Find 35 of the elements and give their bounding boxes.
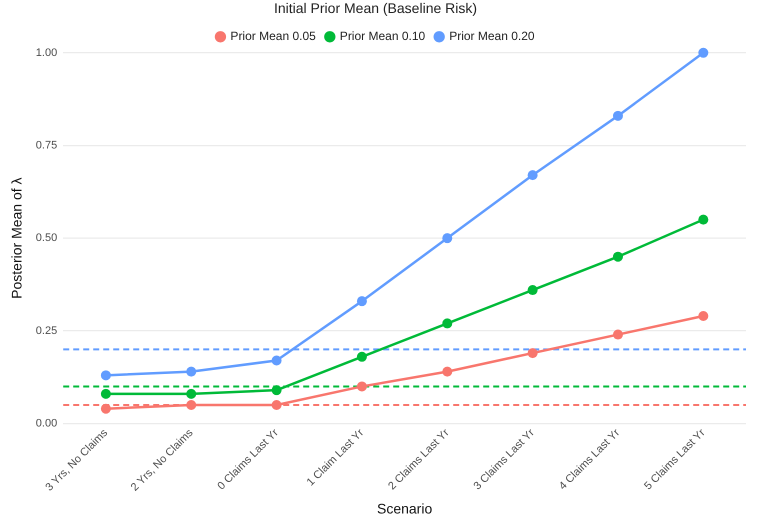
point	[186, 388, 196, 399]
legend-label: Prior Mean 0.10	[340, 29, 426, 44]
point	[186, 400, 196, 410]
x-axis-title: Scenario	[376, 500, 432, 516]
y-tick-label: 1.00	[36, 46, 58, 59]
point	[698, 48, 708, 58]
legend-title: Initial Prior Mean (Baseline Risk)	[274, 0, 478, 16]
point	[356, 296, 367, 306]
point	[528, 285, 538, 296]
legend-label: Prior Mean 0.05	[230, 29, 316, 44]
y-axis-title: Posterior Mean of λ	[8, 177, 24, 299]
point	[528, 170, 538, 180]
point	[698, 311, 708, 322]
y-tick-label: 0.75	[36, 140, 58, 152]
point	[442, 233, 452, 244]
point	[186, 366, 196, 377]
point	[612, 252, 623, 262]
point	[356, 381, 367, 392]
point	[442, 318, 452, 328]
point	[272, 400, 282, 410]
point	[612, 110, 623, 121]
point	[612, 330, 623, 340]
point	[356, 352, 367, 362]
y-tick-label: 0.50	[36, 232, 58, 244]
y-tick-label: 0.25	[36, 324, 58, 337]
point	[442, 366, 452, 377]
point	[698, 214, 708, 225]
point	[528, 348, 538, 358]
point	[100, 388, 111, 399]
legend-label: Prior Mean 0.20	[449, 29, 535, 44]
point	[272, 385, 282, 396]
point	[100, 370, 111, 380]
point	[100, 404, 111, 414]
y-tick-label: 0.00	[36, 418, 58, 430]
point	[272, 355, 282, 366]
